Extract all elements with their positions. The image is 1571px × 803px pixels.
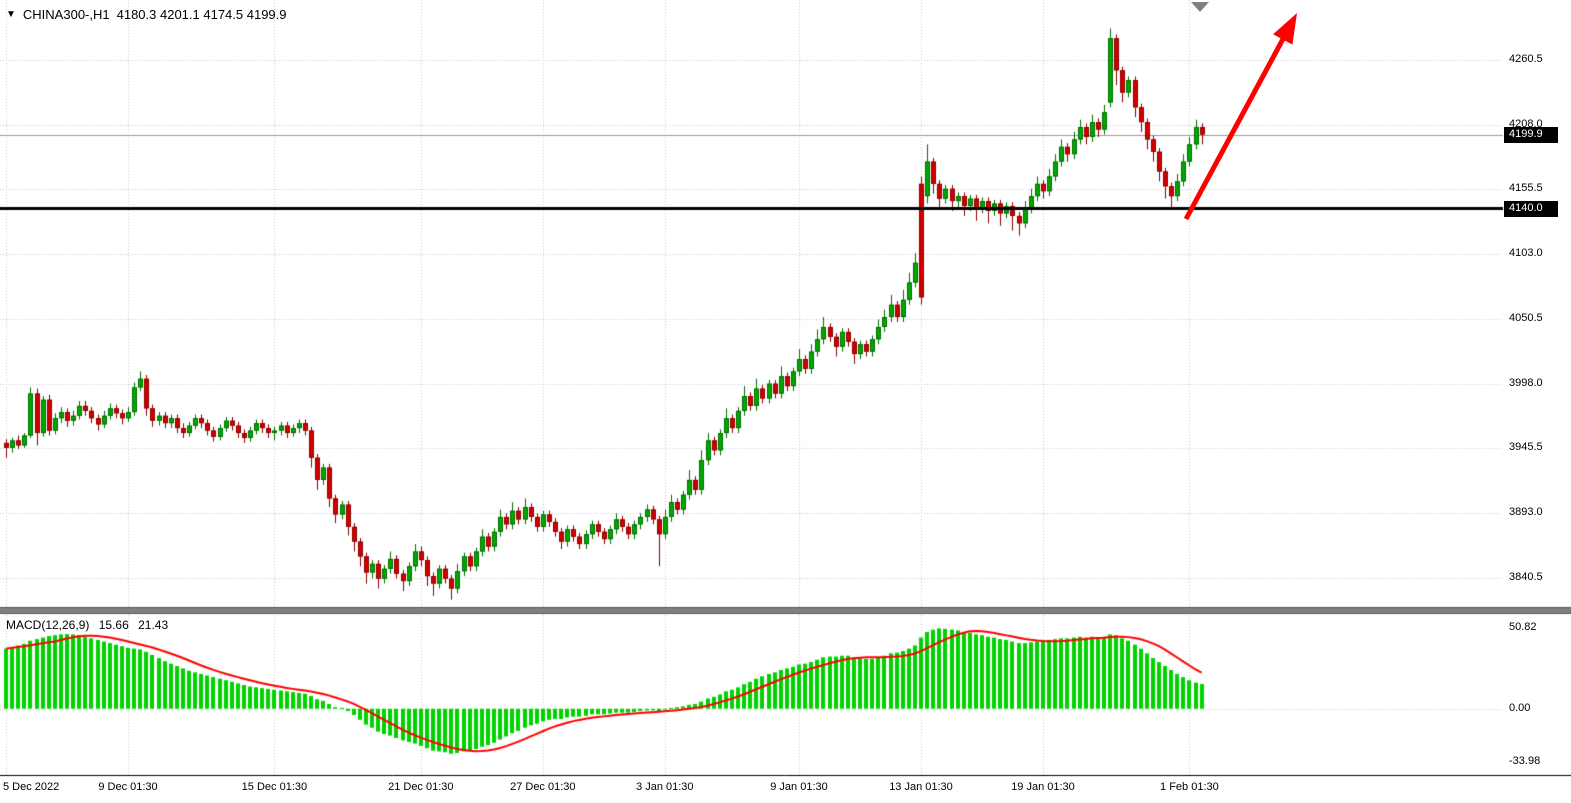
macd-value-main: 15.66: [98, 618, 129, 632]
chart-header: ▼ CHINA300-,H1 4180.3 4201.1 4174.5 4199…: [6, 7, 287, 22]
symbol-dropdown-icon[interactable]: ▼: [6, 9, 16, 20]
hline-price-badge: 4140.0: [1504, 200, 1558, 217]
macd-indicator-name: MACD(12,26,9): [6, 618, 90, 632]
macd-value-signal: 21.43: [138, 618, 169, 632]
chart-shift-icon[interactable]: [1191, 2, 1209, 12]
current-price-badge: 4199.9: [1504, 126, 1558, 143]
chart-ohlc-values: 4180.3 4201.1 4174.5 4199.9: [116, 7, 287, 22]
macd-panel-label: MACD(12,26,9) 15.66 21.43: [6, 618, 174, 632]
chart-title: CHINA300-,H1: [22, 7, 110, 22]
trend-arrow-object[interactable]: [1183, 13, 1297, 221]
